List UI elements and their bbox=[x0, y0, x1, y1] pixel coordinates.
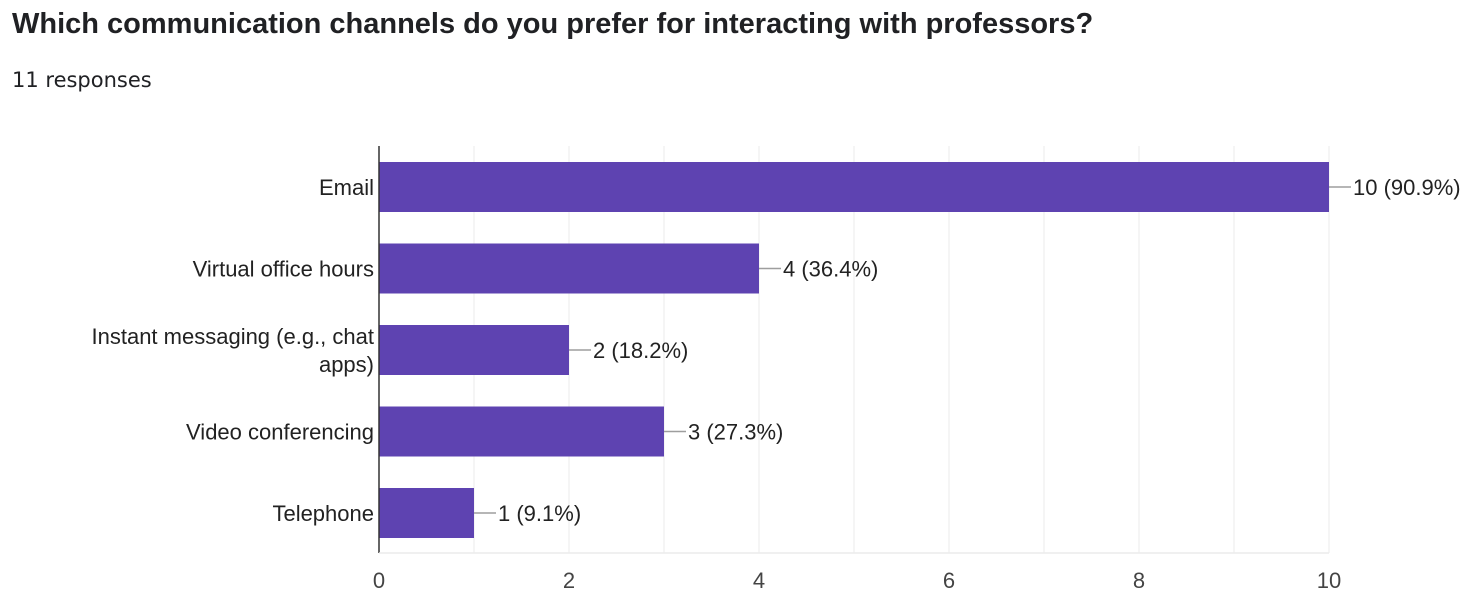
bar bbox=[379, 325, 569, 375]
value-label: 2 (18.2%) bbox=[593, 338, 688, 363]
value-label: 1 (9.1%) bbox=[498, 501, 581, 526]
x-tick-label: 4 bbox=[753, 568, 765, 593]
x-tick-label: 2 bbox=[563, 568, 575, 593]
labels: 10 (90.9%) Email 4 (36.4%) Virtual office h… bbox=[92, 175, 1461, 593]
value-label: 4 (36.4%) bbox=[783, 257, 878, 282]
x-tick-label: 6 bbox=[943, 568, 955, 593]
bar bbox=[379, 406, 664, 457]
category-label: Virtual office hours bbox=[193, 257, 374, 282]
bars bbox=[379, 162, 1351, 538]
question-title: Which communication channels do you pref… bbox=[12, 8, 1094, 40]
response-count: 11 responses bbox=[12, 68, 152, 92]
category-label: Instant messaging (e.g., chat apps) bbox=[92, 324, 375, 377]
axes bbox=[378, 146, 1329, 554]
gridlines bbox=[473, 146, 1330, 553]
x-tick-label: 10 bbox=[1317, 568, 1341, 593]
x-tick-label: 0 bbox=[373, 568, 385, 593]
value-label: 3 (27.3%) bbox=[688, 420, 783, 445]
bar bbox=[379, 243, 759, 294]
category-label: Telephone bbox=[272, 501, 374, 526]
x-tick-label: 8 bbox=[1133, 568, 1145, 593]
category-label: Email bbox=[319, 175, 374, 200]
bar bbox=[379, 162, 1329, 212]
value-label: 10 (90.9%) bbox=[1353, 175, 1461, 200]
category-label: Video conferencing bbox=[186, 420, 374, 445]
bar bbox=[379, 488, 474, 538]
